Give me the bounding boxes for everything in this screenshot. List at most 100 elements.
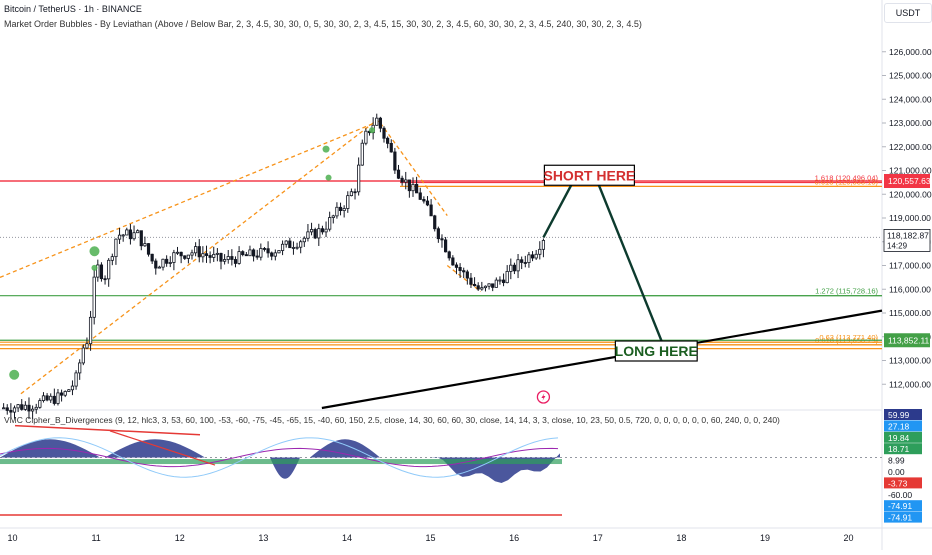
candle-body	[78, 362, 82, 374]
candle-body	[139, 230, 143, 247]
level-label: 0.618 (120,333.13)	[815, 177, 879, 186]
candle-body	[41, 395, 46, 401]
candle-body	[251, 249, 256, 257]
x-tick-label: 14	[342, 533, 352, 543]
osc-rsi-line	[0, 447, 559, 468]
candle-body	[288, 240, 292, 249]
candle-body	[346, 195, 350, 209]
candle-body	[233, 259, 238, 264]
y-tick-label: 121,000.00	[889, 166, 932, 176]
candle-body	[523, 262, 527, 264]
candle-body	[5, 407, 9, 411]
osc-scale-label: 19.84	[888, 433, 910, 443]
candle-body	[491, 283, 495, 288]
level-label: 1.272 (115,728.16)	[815, 287, 878, 296]
osc-wt-line	[0, 437, 559, 478]
price-level-tag-bg	[884, 333, 930, 348]
candle-body	[103, 278, 107, 281]
candle-body	[498, 279, 502, 282]
x-tick-label: 16	[509, 533, 519, 543]
x-tick-label: 10	[8, 533, 18, 543]
candle-body	[154, 260, 158, 269]
candle-body	[31, 408, 35, 412]
candle-body	[219, 252, 223, 262]
market-order-bubble	[369, 127, 376, 134]
candle-body	[16, 404, 20, 409]
y-tick-label: 113,000.00	[889, 356, 931, 366]
candle-body	[117, 234, 122, 240]
candle-body	[443, 239, 448, 253]
candle-body	[501, 279, 506, 284]
candle-body	[400, 177, 404, 183]
candle-body	[411, 184, 415, 192]
chart-title: Bitcoin / TetherUS · 1h · BINANCE	[4, 4, 142, 14]
candle-body	[128, 229, 133, 240]
candle-body	[465, 271, 469, 279]
candle-body	[291, 247, 296, 249]
annotation-box	[614, 340, 698, 362]
candle-body	[237, 251, 241, 264]
candle-body	[9, 410, 13, 413]
candle-body	[349, 191, 354, 197]
candle-body	[480, 287, 484, 290]
osc-scale-label: 18.71	[888, 444, 910, 454]
candle-body	[110, 256, 114, 261]
annotation-box	[543, 164, 635, 186]
y-tick-label: 117,000.00	[889, 261, 931, 271]
y-tick-label: 123,000.00	[889, 118, 932, 128]
candle-body	[175, 251, 180, 254]
candle-body	[270, 252, 274, 257]
candle-body	[92, 276, 96, 318]
x-tick-label: 12	[175, 533, 185, 543]
candle-body	[34, 406, 38, 410]
candle-body	[45, 395, 49, 401]
candle-body	[425, 200, 430, 206]
indicator-legend[interactable]: Market Order Bubbles - By Leviathan (Abo…	[4, 19, 642, 29]
candle-body	[516, 259, 520, 272]
y-tick-label: 116,000.00	[889, 284, 931, 294]
candle-body	[328, 217, 332, 230]
candle-body	[74, 372, 78, 387]
candle-body	[52, 395, 56, 404]
candle-body	[172, 252, 176, 263]
level-label: 1.618 (120,496.04)	[815, 173, 879, 182]
candle-body	[63, 391, 67, 396]
y-tick-label: 119,000.00	[889, 213, 931, 223]
annotation-label: SHORT HERE	[543, 167, 635, 183]
candle-body	[99, 264, 104, 280]
y-tick-label: 122,000.00	[889, 142, 932, 152]
candle-body	[226, 256, 230, 260]
osc-scale-tag	[884, 500, 922, 512]
candle-body	[375, 117, 379, 126]
candle-body	[309, 229, 314, 233]
currency-button[interactable]: USDT	[884, 3, 932, 23]
candle-body	[212, 253, 216, 258]
candle-body	[527, 254, 531, 263]
candle-body	[396, 169, 401, 179]
bar-countdown: 14:29	[887, 241, 908, 250]
x-tick-label: 13	[258, 533, 268, 543]
candle-body	[190, 252, 194, 256]
candle-body	[476, 285, 480, 290]
candle-body	[23, 404, 27, 410]
oscillator-legend[interactable]: VMC Cipher_B_Divergences (9, 12, hlc3, 3…	[4, 415, 780, 425]
candle-body	[197, 246, 201, 258]
candle-body	[204, 253, 209, 256]
x-tick-label: 17	[593, 533, 603, 543]
osc-scale-tag	[884, 443, 922, 455]
candle-body	[299, 241, 303, 248]
candle-body	[505, 271, 509, 284]
candle-body	[447, 251, 451, 259]
candle-body	[338, 206, 343, 212]
osc-scale-label: 27.18	[888, 421, 910, 431]
level-label: 0.63 (113,771.40)	[819, 333, 878, 342]
candle-body	[320, 228, 325, 233]
candle-body	[512, 264, 517, 272]
candle-body	[179, 251, 183, 257]
candle-body	[429, 204, 433, 217]
candle-body	[85, 343, 89, 349]
candle-body	[462, 270, 466, 273]
candle-body	[186, 254, 190, 259]
